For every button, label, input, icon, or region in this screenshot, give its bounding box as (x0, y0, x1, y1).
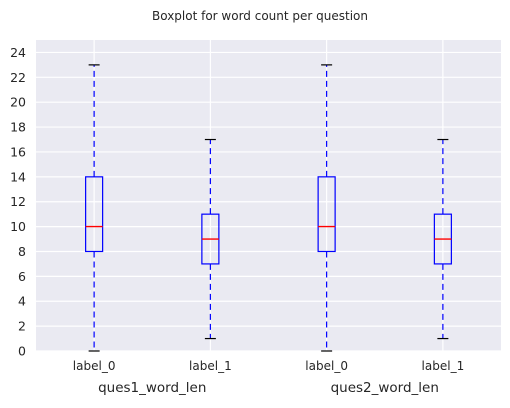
y-tick-label: 18 (10, 120, 26, 135)
y-tick-label: 24 (10, 45, 26, 60)
y-tick-label: 0 (18, 344, 26, 359)
x-tick-label: label_0 (73, 359, 116, 373)
grid-lines (36, 40, 501, 352)
y-tick-label: 4 (18, 294, 26, 309)
box-3 (433, 138, 452, 340)
x-tick-label: label_1 (422, 359, 465, 373)
y-tick-label: 14 (10, 169, 26, 184)
chart-title: Boxplot for word count per question (152, 9, 368, 23)
y-tick-label: 22 (10, 70, 26, 85)
x-tick-label: label_1 (189, 359, 232, 373)
group-label: ques2_word_len (331, 380, 439, 396)
group-labels: ques1_word_len ques2_word_len (98, 380, 439, 396)
group-label: ques1_word_len (98, 380, 206, 396)
y-tick-label: 6 (18, 269, 26, 284)
iqr-box (317, 176, 336, 253)
plot-area (36, 40, 501, 351)
box-0 (85, 64, 104, 352)
y-tick-label: 10 (10, 219, 26, 234)
y-tick-label: 20 (10, 95, 26, 110)
box-2 (317, 64, 336, 352)
x-tick-label: label_0 (305, 359, 348, 373)
y-tick-label: 2 (18, 319, 26, 334)
y-tick-label: 8 (18, 244, 26, 259)
y-tick-label: 12 (10, 194, 26, 209)
boxes (85, 64, 452, 352)
box-1 (201, 138, 220, 340)
x-axis-ticks: label_0 label_1 label_0 label_1 (73, 359, 464, 373)
y-tick-label: 16 (10, 144, 26, 159)
iqr-box (85, 176, 104, 253)
